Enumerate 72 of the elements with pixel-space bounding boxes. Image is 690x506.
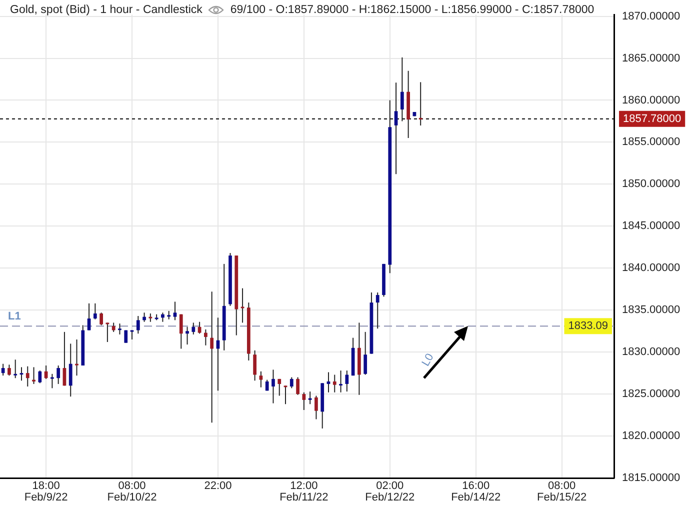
candlestick bbox=[290, 376, 294, 389]
annotation: L0 bbox=[420, 352, 436, 368]
candlestick bbox=[161, 312, 164, 322]
candlestick bbox=[308, 391, 312, 405]
candlestick bbox=[124, 330, 128, 344]
candlestick bbox=[272, 369, 275, 404]
x-tick-label: 08:00 Feb/10/22 bbox=[107, 480, 157, 504]
candlestick bbox=[1, 363, 5, 376]
candlestick bbox=[345, 370, 349, 392]
candlestick bbox=[32, 366, 36, 384]
ref-line-label: 1833.09 bbox=[568, 320, 608, 332]
candlestick bbox=[302, 392, 306, 410]
candlestick bbox=[179, 314, 183, 350]
candlestick bbox=[314, 395, 318, 420]
chart-subtitle: 69/100 - O:1857.89000 - H:1862.15000 - L:1856.99000 - C:1857.78000 bbox=[230, 4, 594, 16]
y-tick-label: 1855.00000 bbox=[622, 136, 680, 148]
y-tick-label: 1850.00000 bbox=[622, 178, 680, 190]
candlestick bbox=[186, 326, 189, 346]
y-tick-label: 1835.00000 bbox=[622, 304, 680, 316]
candlestick bbox=[26, 366, 30, 387]
candlestick bbox=[93, 302, 97, 320]
candlestick bbox=[112, 322, 116, 332]
x-tick-label: 08:00 Feb/15/22 bbox=[537, 480, 587, 504]
y-tick-label: 1870.00000 bbox=[622, 10, 680, 22]
candlestick bbox=[68, 343, 72, 398]
candlestick bbox=[364, 331, 368, 376]
candlestick bbox=[339, 370, 342, 393]
x-tick-label: 18:00 Feb/9/22 bbox=[24, 480, 68, 504]
candlestick bbox=[278, 378, 282, 396]
y-tick-label: 1845.00000 bbox=[622, 220, 680, 232]
y-tick-label: 1825.00000 bbox=[622, 388, 680, 400]
y-tick-label: 1860.00000 bbox=[622, 94, 680, 106]
x-tick-label: 16:00 Feb/14/22 bbox=[451, 480, 501, 504]
candlestick bbox=[136, 315, 140, 334]
candlestick bbox=[38, 370, 42, 384]
x-tick-label: 12:00 Feb/11/22 bbox=[280, 480, 328, 504]
y-tick-label: 1865.00000 bbox=[622, 52, 680, 64]
candlestick bbox=[20, 366, 24, 382]
candlestick bbox=[284, 385, 288, 405]
candlestick bbox=[75, 338, 78, 376]
candlestick bbox=[8, 364, 11, 376]
annotation: L1 bbox=[8, 310, 21, 323]
x-tick-label: 22:00 bbox=[204, 480, 232, 492]
y-tick-label: 1830.00000 bbox=[622, 346, 680, 358]
candlestick bbox=[100, 312, 103, 326]
candlestick bbox=[259, 370, 263, 388]
x-tick-label: 02:00 Feb/12/22 bbox=[365, 480, 415, 504]
chart-title: Gold, spot (Bid) - 1 hour - Candlestick bbox=[10, 4, 202, 16]
candlestick bbox=[204, 328, 208, 346]
candlestick bbox=[198, 321, 202, 334]
candlestick bbox=[142, 312, 146, 322]
candlestick bbox=[210, 291, 214, 424]
ref-line-label: 1857.78000 bbox=[623, 112, 682, 125]
candlestick bbox=[106, 322, 110, 342]
candlestick bbox=[118, 323, 122, 335]
candlestick bbox=[332, 374, 336, 393]
candlestick bbox=[56, 365, 60, 384]
candlestick bbox=[192, 322, 196, 335]
candlestick bbox=[173, 301, 177, 321]
candlestick bbox=[253, 350, 256, 382]
candlestick bbox=[130, 330, 134, 340]
candlestick bbox=[14, 359, 18, 379]
candlestick bbox=[50, 373, 54, 389]
candlestick bbox=[394, 82, 398, 175]
candlestick bbox=[240, 288, 244, 324]
candlestick bbox=[418, 82, 422, 126]
y-tick-label: 1820.00000 bbox=[622, 430, 680, 442]
candlestick bbox=[296, 376, 300, 396]
y-tick-label: 1815.00000 bbox=[622, 472, 680, 484]
y-tick-label: 1840.00000 bbox=[622, 262, 680, 274]
candlestick bbox=[400, 56, 404, 122]
candlestick bbox=[376, 292, 380, 330]
